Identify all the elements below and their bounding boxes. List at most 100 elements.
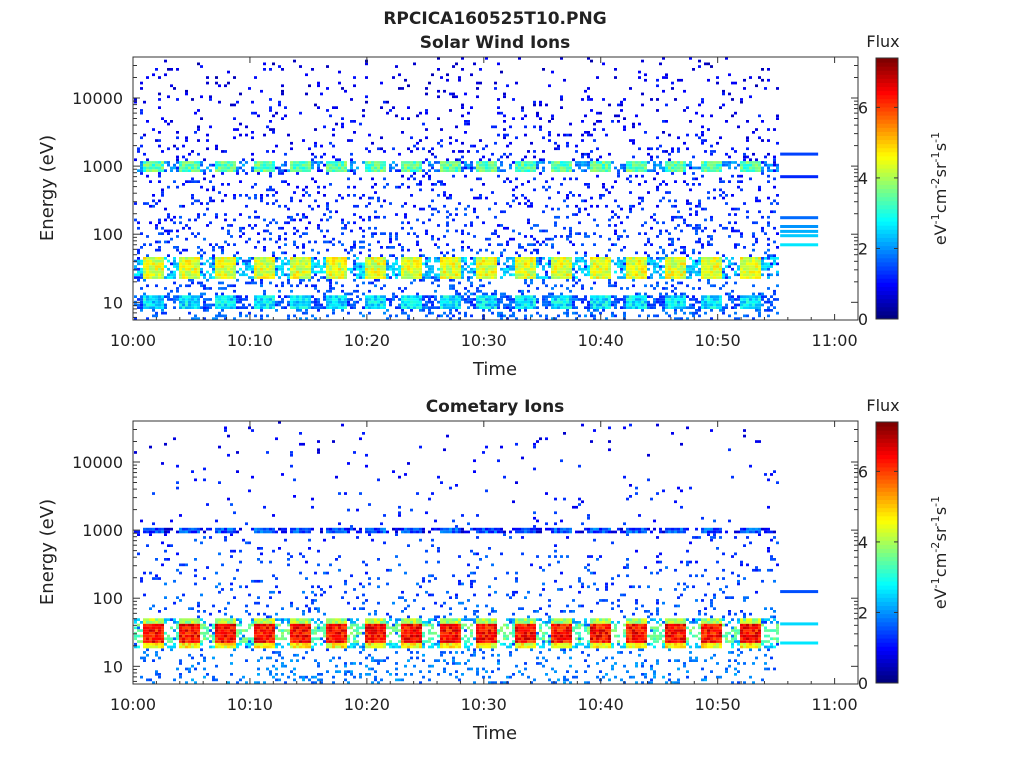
spectrogram-cell: [323, 270, 326, 274]
spectrogram-cell: [335, 161, 338, 164]
spectrogram-cell: [383, 284, 386, 288]
spectrogram-cell: [503, 114, 506, 118]
spectrogram-cell: [527, 284, 530, 288]
spectrogram-cell: [656, 78, 659, 82]
spectrogram-cell: [242, 303, 245, 307]
spectrogram-cell: [554, 163, 557, 167]
spectrogram-cell: [212, 185, 215, 189]
spectrogram-cell: [200, 117, 203, 120]
spectrogram-cell: [230, 235, 233, 238]
spectrogram-cell: [335, 166, 338, 170]
spectrogram-cell: [221, 262, 224, 266]
spectrogram-cell: [722, 92, 725, 96]
spectrogram-cell: [500, 243, 503, 246]
spectrogram-cell: [713, 284, 716, 288]
spectrogram-cell: [506, 257, 509, 260]
spectrogram-cell: [713, 265, 716, 268]
spectrogram-cell: [638, 232, 641, 235]
spectrogram-cell: [563, 177, 566, 181]
spectrogram-cell: [200, 161, 203, 164]
spectrogram-cell: [608, 169, 611, 172]
spectrogram-cell: [605, 161, 608, 164]
spectrogram-cell: [221, 309, 224, 312]
spectrogram-cell: [329, 300, 332, 304]
spectrogram-cell: [401, 183, 404, 186]
spectrogram-cell: [296, 303, 299, 307]
spectrogram-cell: [221, 251, 224, 255]
spectrogram-cell: [338, 265, 341, 268]
spectrogram-cell: [533, 224, 536, 227]
spectrogram-cell: [401, 303, 404, 307]
spectrogram-cell: [413, 273, 416, 277]
spectrogram-cell: [761, 68, 764, 71]
spectrogram-cell: [548, 237, 551, 241]
spectrogram-cell: [701, 163, 704, 167]
spectrogram-cell: [200, 95, 203, 99]
spectrogram-cell: [521, 298, 524, 301]
spectrogram-cell: [149, 300, 152, 304]
spectrogram-cell: [542, 281, 545, 285]
spectrogram-cell: [632, 276, 635, 279]
spectrogram-cell: [548, 257, 551, 260]
spectrogram-cell: [707, 235, 710, 238]
spectrogram-cell: [767, 139, 770, 142]
spectrogram-cell: [500, 311, 503, 315]
spectrogram-cell: [158, 257, 161, 260]
spectrogram-cell: [227, 270, 230, 274]
spectrogram-cell: [467, 232, 470, 235]
spectrogram-cell: [203, 309, 206, 312]
spectrogram-cell: [290, 161, 293, 164]
spectrogram-cell: [497, 106, 500, 109]
spectrogram-cell: [191, 169, 194, 172]
spectrogram-cell: [740, 163, 743, 167]
spectrogram-cell: [377, 300, 380, 304]
spectrogram-cell: [656, 163, 659, 167]
spectrogram-cell: [185, 180, 188, 183]
spectrogram-cell: [524, 306, 527, 309]
spectrogram-cell: [455, 289, 458, 293]
spectrogram-cell: [167, 95, 170, 99]
spectrogram-cell: [680, 276, 683, 279]
spectrogram-cell: [524, 309, 527, 312]
spectrogram-cell: [158, 92, 161, 96]
spectrogram-cell: [206, 81, 209, 85]
spectrogram-cell: [578, 161, 581, 164]
spectrogram-cell: [272, 202, 275, 205]
spectrogram-cell: [239, 306, 242, 309]
spectrogram-cell: [245, 273, 248, 277]
spectrogram-cell: [290, 298, 293, 301]
spectrogram-cell: [140, 87, 143, 90]
spectrogram-cell: [368, 295, 371, 298]
spectrogram-cell: [575, 311, 578, 315]
spectrogram-cell: [332, 267, 335, 271]
spectrogram-cell: [290, 303, 293, 307]
spectrogram-cell: [713, 161, 716, 164]
spectrogram-cell: [344, 89, 347, 93]
spectrogram-cell: [524, 161, 527, 164]
spectrogram-cell: [344, 270, 347, 274]
spectrogram-cell: [449, 169, 452, 172]
spectrogram-cell: [467, 122, 470, 126]
spectrogram-cell: [530, 273, 533, 277]
spectrogram-cell: [218, 191, 221, 194]
spectrogram-cell: [515, 163, 518, 167]
spectrogram-cell: [326, 306, 329, 309]
spectrogram-cell: [746, 215, 749, 219]
spectrogram-cell: [197, 161, 200, 164]
spectrogram-cell: [677, 303, 680, 307]
spectrogram-cell: [431, 267, 434, 271]
spectrogram-cell: [551, 161, 554, 164]
spectrogram-cell: [164, 169, 167, 172]
spectrogram-cell: [698, 166, 701, 170]
spectrogram-cell: [413, 306, 416, 309]
spectrogram-cell: [473, 273, 476, 277]
spectrogram-cell: [158, 218, 161, 222]
spectrogram-cell: [494, 257, 497, 260]
spectrogram-cell: [758, 76, 761, 79]
spectrogram-cell: [362, 114, 365, 118]
spectrogram-cell: [665, 276, 668, 279]
spectrogram-cell: [626, 276, 629, 279]
spectrogram-cell: [551, 265, 554, 268]
spectrogram-cell: [605, 273, 608, 277]
spectrogram-cell: [293, 191, 296, 194]
